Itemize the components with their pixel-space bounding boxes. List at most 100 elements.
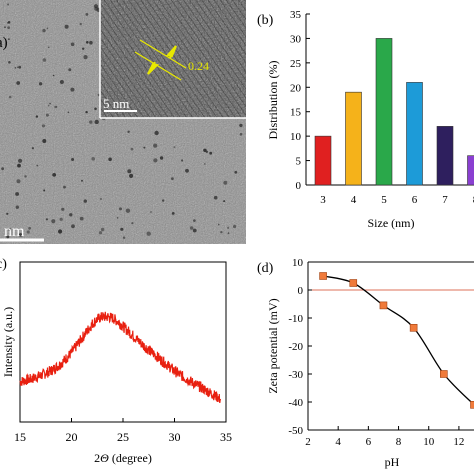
inset-lattice-fringes (100, 0, 246, 118)
nanoparticle-dot (45, 218, 49, 221)
nanoparticle-dot (239, 123, 243, 128)
nanoparticle-dot (6, 22, 9, 24)
nanoparticle-dot (7, 38, 10, 41)
b-x-tick-label: 8 (473, 194, 474, 206)
nanoparticle-dot (70, 42, 75, 47)
nanoparticle-dot (146, 231, 151, 236)
b-bar-size-5 (375, 38, 393, 186)
nanoparticle-dot (189, 226, 194, 230)
nanoparticle-dot (59, 80, 64, 84)
nanoparticle-dot (42, 139, 47, 143)
nanoparticle-dot (223, 180, 228, 185)
b-y-tick-label: 35 (290, 9, 302, 21)
nanoparticle-dot (26, 230, 30, 234)
nanoparticle-dot (16, 81, 21, 85)
d-y-tick-label: 10 (292, 257, 304, 269)
nanoparticle-dot (58, 229, 63, 234)
nanoparticle-dot (223, 200, 226, 203)
nanoparticle-dot (227, 226, 230, 229)
b-bar-size-6 (406, 82, 423, 186)
nanoparticle-dot (91, 157, 95, 161)
nanoparticle-dot (38, 82, 43, 86)
nanoparticle-dot (15, 192, 19, 196)
nanoparticle-dots (1, 3, 243, 239)
nanoparticle-dot (129, 173, 134, 178)
nanoparticle-dot (98, 231, 103, 235)
nanoparticle-dot (94, 107, 97, 111)
nanoparticle-dot (239, 133, 243, 136)
nanoparticle-dot (185, 168, 189, 173)
nanoparticle-dot (49, 102, 51, 105)
b-y-axis-label: Distribution (%) (266, 61, 280, 140)
c-xrd-series-line (19, 311, 222, 403)
b-y-tick-label: 0 (296, 180, 302, 192)
nanoparticle-dot (82, 47, 85, 50)
nanoparticle-dot (45, 113, 49, 117)
nanoparticle-dot (31, 147, 34, 150)
d-y-tick-label: -20 (288, 341, 303, 353)
nanoparticle-dot (227, 232, 230, 235)
nanoparticle-dot (153, 143, 158, 148)
nanoparticle-dot (150, 211, 152, 213)
b-y-tick-label: 30 (290, 33, 302, 45)
b-bar-size-7 (436, 126, 454, 186)
b-x-axis-label: Size (nm) (368, 216, 415, 230)
b-bar-size-3 (314, 135, 332, 186)
nanoparticle-dot (69, 213, 73, 217)
nanoparticle-dot (41, 124, 46, 128)
nanoparticle-dot (71, 158, 75, 161)
d-y-tick-label: -10 (288, 313, 303, 325)
nanoparticle-dot (130, 147, 134, 151)
nanoparticle-dot (83, 199, 88, 203)
nanoparticle-dot (8, 61, 11, 64)
nanoparticle-dot (153, 158, 158, 163)
nanoparticle-dot (162, 199, 165, 202)
nanoparticle-dot (108, 157, 112, 162)
nanoparticle-dot (86, 41, 89, 44)
nanoparticle-dot (6, 212, 9, 215)
panel-a: 0.24 5 nm a) 0 nm (0, 0, 246, 244)
d-panel-label: (d) (257, 261, 274, 276)
nanoparticle-dot (100, 227, 105, 232)
nanoparticle-dot (79, 22, 82, 26)
nanoparticle-dot (209, 151, 213, 155)
nanoparticle-dot (8, 95, 12, 99)
nanoparticle-dot (83, 55, 88, 60)
nanoparticle-dot (8, 228, 12, 231)
nanoparticle-dot (71, 224, 75, 229)
nanoparticle-dot (16, 66, 19, 69)
b-panel-label: (b) (257, 13, 274, 28)
c-panel-label: c) (0, 257, 7, 272)
b-x-tick-label: 7 (442, 194, 448, 206)
nanoparticle-dot (94, 6, 99, 11)
nanoparticle-dot (14, 67, 17, 69)
b-y-tick-label: 15 (290, 107, 302, 119)
nanoparticle-dot (234, 170, 238, 174)
b-y-tick-label: 20 (290, 82, 302, 94)
nanoparticle-dot (18, 65, 22, 69)
nanoparticle-dot (100, 198, 102, 200)
d-y-tick-label: -30 (288, 369, 303, 381)
nanoparticle-dot (16, 179, 21, 184)
d-zeta-series-line (322, 275, 474, 406)
d-x-tick-label: 8 (396, 436, 402, 448)
c-y-axis-label: Intensity (a.u.) (1, 307, 15, 377)
c-x-tick-label: 25 (117, 430, 129, 444)
c-x-tick-label: 20 (66, 430, 78, 444)
b-bar-size-8 (467, 155, 474, 186)
nanoparticle-dot (192, 228, 197, 233)
nanoparticle-dot (18, 233, 23, 237)
nanoparticle-dot (24, 175, 27, 178)
nanoparticle-dot (94, 119, 99, 125)
nanoparticle-dot (213, 195, 218, 200)
d-y-tick-label: 0 (298, 285, 304, 297)
nanoparticle-dot (47, 104, 50, 107)
nanoparticle-dot (85, 111, 88, 114)
d-point-ph-7 (379, 301, 388, 310)
d-point-ph-13 (470, 400, 474, 409)
lattice-arrow-bottom (147, 61, 159, 75)
nanoparticle-dot (4, 26, 6, 29)
nanoparticle-dot (61, 207, 65, 211)
nanoparticle-dot (17, 163, 21, 168)
